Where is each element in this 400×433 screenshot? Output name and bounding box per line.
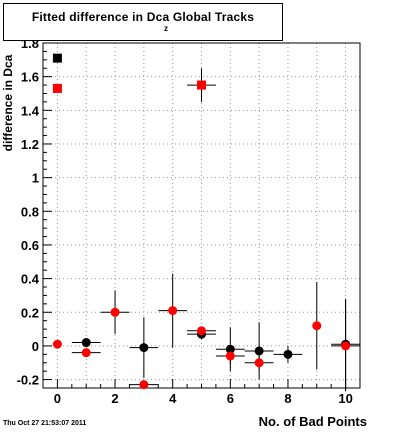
x-tick-label: 4	[169, 391, 177, 406]
data-point-circle	[139, 343, 149, 353]
y-tick-label: 1.2	[21, 137, 39, 152]
series-layer	[52, 53, 360, 392]
data-point-square	[197, 80, 206, 90]
data-point-circle	[341, 341, 351, 351]
y-tick-label: 0.4	[21, 272, 40, 287]
data-point-circle	[254, 346, 264, 356]
chart-title: Fitted difference in Dca Global Tracks	[31, 10, 255, 24]
data-point-square	[52, 53, 62, 63]
data-point-circle	[52, 339, 62, 349]
x-tick-label: 8	[284, 391, 291, 406]
x-tick-label: 6	[227, 391, 234, 406]
timestamp: Thu Oct 27 21:53:07 2011	[3, 420, 87, 427]
data-point-circle	[81, 338, 91, 348]
data-point-circle	[168, 306, 178, 316]
y-axis-label: difference in Dca	[1, 54, 15, 152]
data-point-circle	[139, 380, 149, 390]
data-point-square	[52, 83, 62, 93]
x-tick-label: 10	[338, 391, 352, 406]
y-tick-label: 0	[32, 339, 39, 354]
x-tick-label: 2	[111, 391, 118, 406]
axes-layer: -0.200.20.40.60.811.21.41.61.80 2 4 6 8 10	[17, 36, 361, 406]
y-tick-label: 0.8	[21, 204, 39, 219]
y-tick-label: 1.6	[21, 70, 39, 85]
data-point-circle	[110, 307, 120, 317]
grid-layer	[43, 42, 360, 388]
data-point-circle	[225, 351, 235, 361]
data-point-circle	[197, 326, 206, 336]
y-tick-label: 0.6	[21, 238, 39, 253]
data-point-circle	[254, 358, 264, 368]
x-axis-label: No. of Bad Points	[258, 414, 367, 429]
chart-title-box: Fitted difference in Dca Global Tracks z	[3, 3, 283, 41]
y-tick-label: -0.2	[17, 373, 39, 388]
y-tick-label: 1	[32, 171, 39, 186]
x-tick-label: 0	[54, 391, 61, 406]
data-point-circle	[312, 321, 322, 331]
y-tick-label: 0.2	[21, 305, 39, 320]
y-tick-label: 1.4	[21, 103, 40, 118]
data-point-circle	[283, 349, 293, 359]
chart-title-subscript: z	[164, 24, 168, 33]
data-point-circle	[81, 348, 91, 358]
